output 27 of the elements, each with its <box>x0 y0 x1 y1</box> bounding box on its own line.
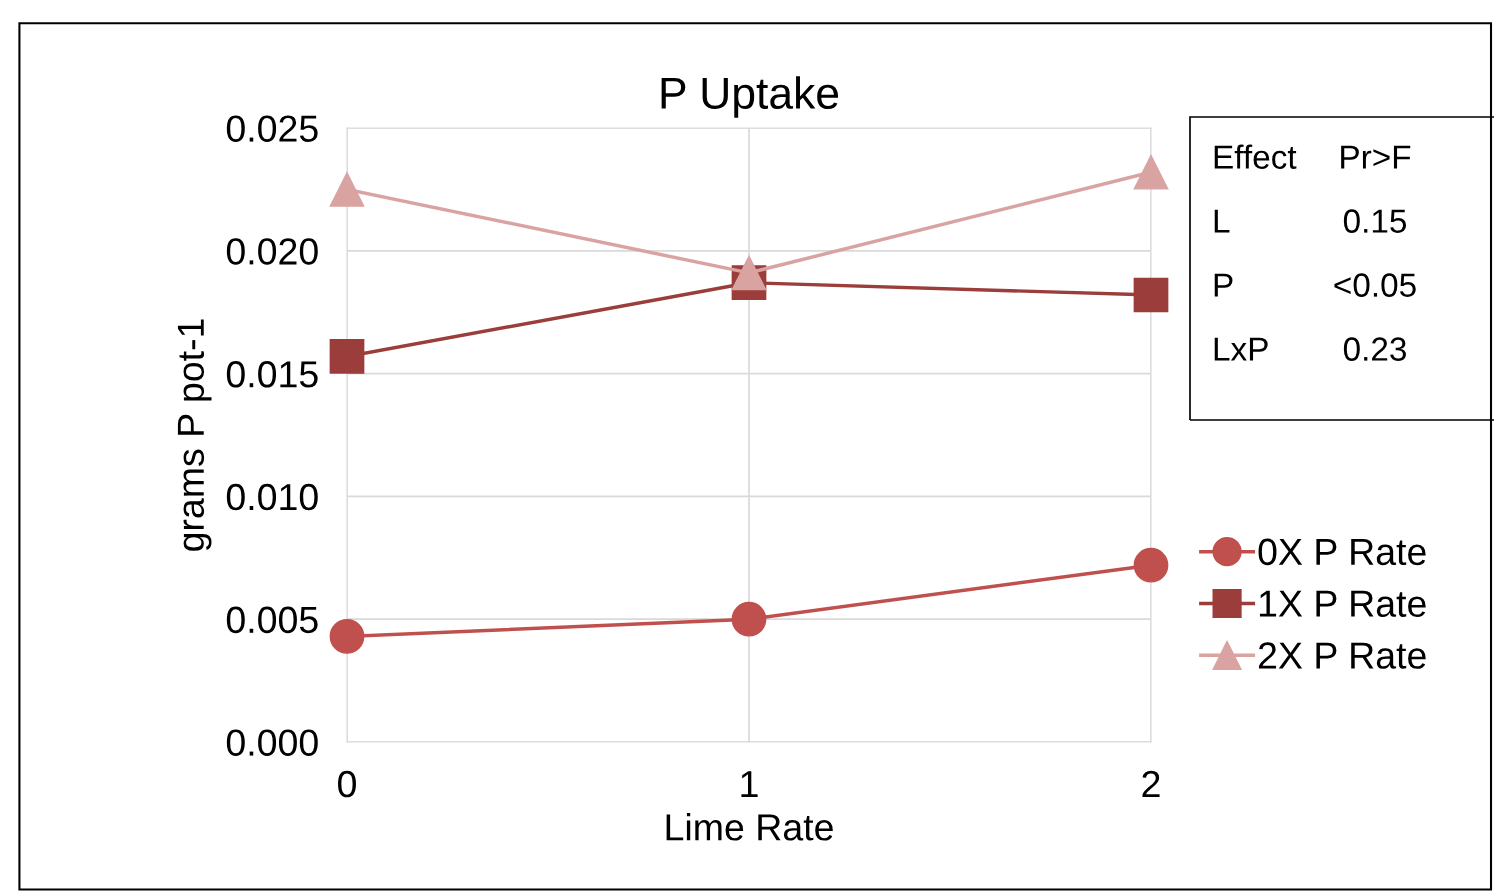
text: L 0.15 <box>1214 209 1407 233</box>
text: P <0.05 <box>1214 273 1416 297</box>
text: LxP 0.23 <box>1214 337 1406 361</box>
point <box>1133 154 1169 190</box>
point <box>731 601 767 637</box>
x-tick-label: 2 <box>1142 770 1160 797</box>
text: Effect Pr>F <box>1214 144 1411 169</box>
point <box>1133 277 1169 313</box>
point <box>329 172 365 207</box>
legend-label: 0X P Rate <box>1258 538 1426 566</box>
y-tick-label: 0.000 <box>226 729 318 756</box>
y-tick-label: 0.020 <box>226 238 318 265</box>
point <box>1133 547 1169 583</box>
chart-title: P Uptake <box>661 76 839 118</box>
y-tick-label: 0.025 <box>226 115 318 142</box>
y-tick-label: 0.005 <box>226 606 318 634</box>
x-tick-label: 0 <box>338 770 356 798</box>
point <box>329 339 365 374</box>
point <box>731 255 767 291</box>
legend-label: 2X P Rate <box>1258 642 1426 669</box>
x-axis-title: Lime Rate <box>666 813 833 841</box>
y-tick-label: 0.010 <box>226 483 318 511</box>
point <box>329 619 365 654</box>
legend-label: 1X P Rate <box>1259 590 1426 617</box>
y-axis-title: grams P pot-1 <box>177 319 212 551</box>
x-tick-label: 1 <box>741 771 758 797</box>
y-tick-label: 0.015 <box>226 361 318 388</box>
